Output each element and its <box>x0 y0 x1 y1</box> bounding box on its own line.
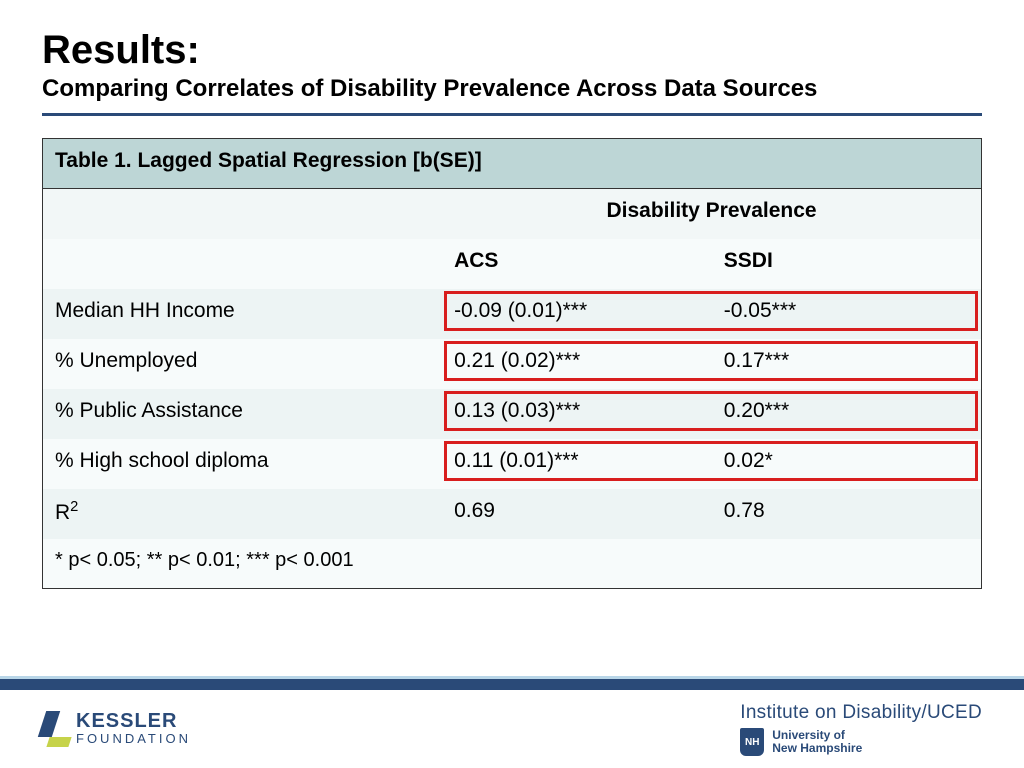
table-header-row: ACS SSDI <box>43 239 982 289</box>
cell-ssdi: 0.02* <box>712 439 982 489</box>
col-header-label <box>43 239 443 289</box>
col-header-acs: ACS <box>442 239 712 289</box>
cell-ssdi: 0.20*** <box>712 389 982 439</box>
title-rule <box>42 113 982 116</box>
table-footnote-row: * p< 0.05; ** p< 0.01; *** p< 0.001 <box>43 539 982 589</box>
table-row: Median HH Income-0.09 (0.01)***-0.05*** <box>43 289 982 339</box>
cell-acs: 0.69 <box>442 489 712 539</box>
row-label: R2 <box>43 489 443 539</box>
table-row: % High school diploma0.11 (0.01)***0.02* <box>43 439 982 489</box>
table-row: % Unemployed0.21 (0.02)***0.17*** <box>43 339 982 389</box>
cell-ssdi: -0.05*** <box>712 289 982 339</box>
row-label: Median HH Income <box>43 289 443 339</box>
table-caption-row: Table 1. Lagged Spatial Regression [b(SE… <box>43 139 982 189</box>
cell-acs: 0.11 (0.01)*** <box>442 439 712 489</box>
unh-institute: Institute on Disability/UCED <box>740 702 982 724</box>
table-caption: Table 1. Lagged Spatial Regression [b(SE… <box>43 139 982 189</box>
header-blank <box>43 189 443 239</box>
regression-table: Table 1. Lagged Spatial Regression [b(SE… <box>42 138 982 589</box>
table-superheader-row: Disability Prevalence <box>43 189 982 239</box>
cell-acs: 0.21 (0.02)*** <box>442 339 712 389</box>
unh-logo: Institute on Disability/UCED NH Universi… <box>740 702 982 756</box>
cell-ssdi: 0.17*** <box>712 339 982 389</box>
kessler-mark-icon <box>42 711 70 747</box>
footer-band <box>0 676 1024 690</box>
unh-shield-icon: NH <box>740 728 764 756</box>
header-disability-prevalence: Disability Prevalence <box>442 189 981 239</box>
page-title: Results: <box>42 28 982 73</box>
row-label: % Public Assistance <box>43 389 443 439</box>
cell-acs: 0.13 (0.03)*** <box>442 389 712 439</box>
page-subtitle: Comparing Correlates of Disability Preva… <box>42 75 982 103</box>
table-wrap: Table 1. Lagged Spatial Regression [b(SE… <box>42 138 982 589</box>
unh-university-l2: New Hampshire <box>772 742 862 755</box>
kessler-line2: FOUNDATION <box>76 731 191 746</box>
kessler-line1: KESSLER <box>76 712 191 731</box>
row-label: % High school diploma <box>43 439 443 489</box>
table-footnote: * p< 0.05; ** p< 0.01; *** p< 0.001 <box>43 539 982 589</box>
table-row: % Public Assistance0.13 (0.03)***0.20*** <box>43 389 982 439</box>
col-header-ssdi: SSDI <box>712 239 982 289</box>
kessler-logo: KESSLER FOUNDATION <box>42 711 191 747</box>
footer: KESSLER FOUNDATION Institute on Disabili… <box>0 690 1024 768</box>
row-label: % Unemployed <box>43 339 443 389</box>
cell-acs: -0.09 (0.01)*** <box>442 289 712 339</box>
table-row: R20.690.78 <box>43 489 982 539</box>
cell-ssdi: 0.78 <box>712 489 982 539</box>
